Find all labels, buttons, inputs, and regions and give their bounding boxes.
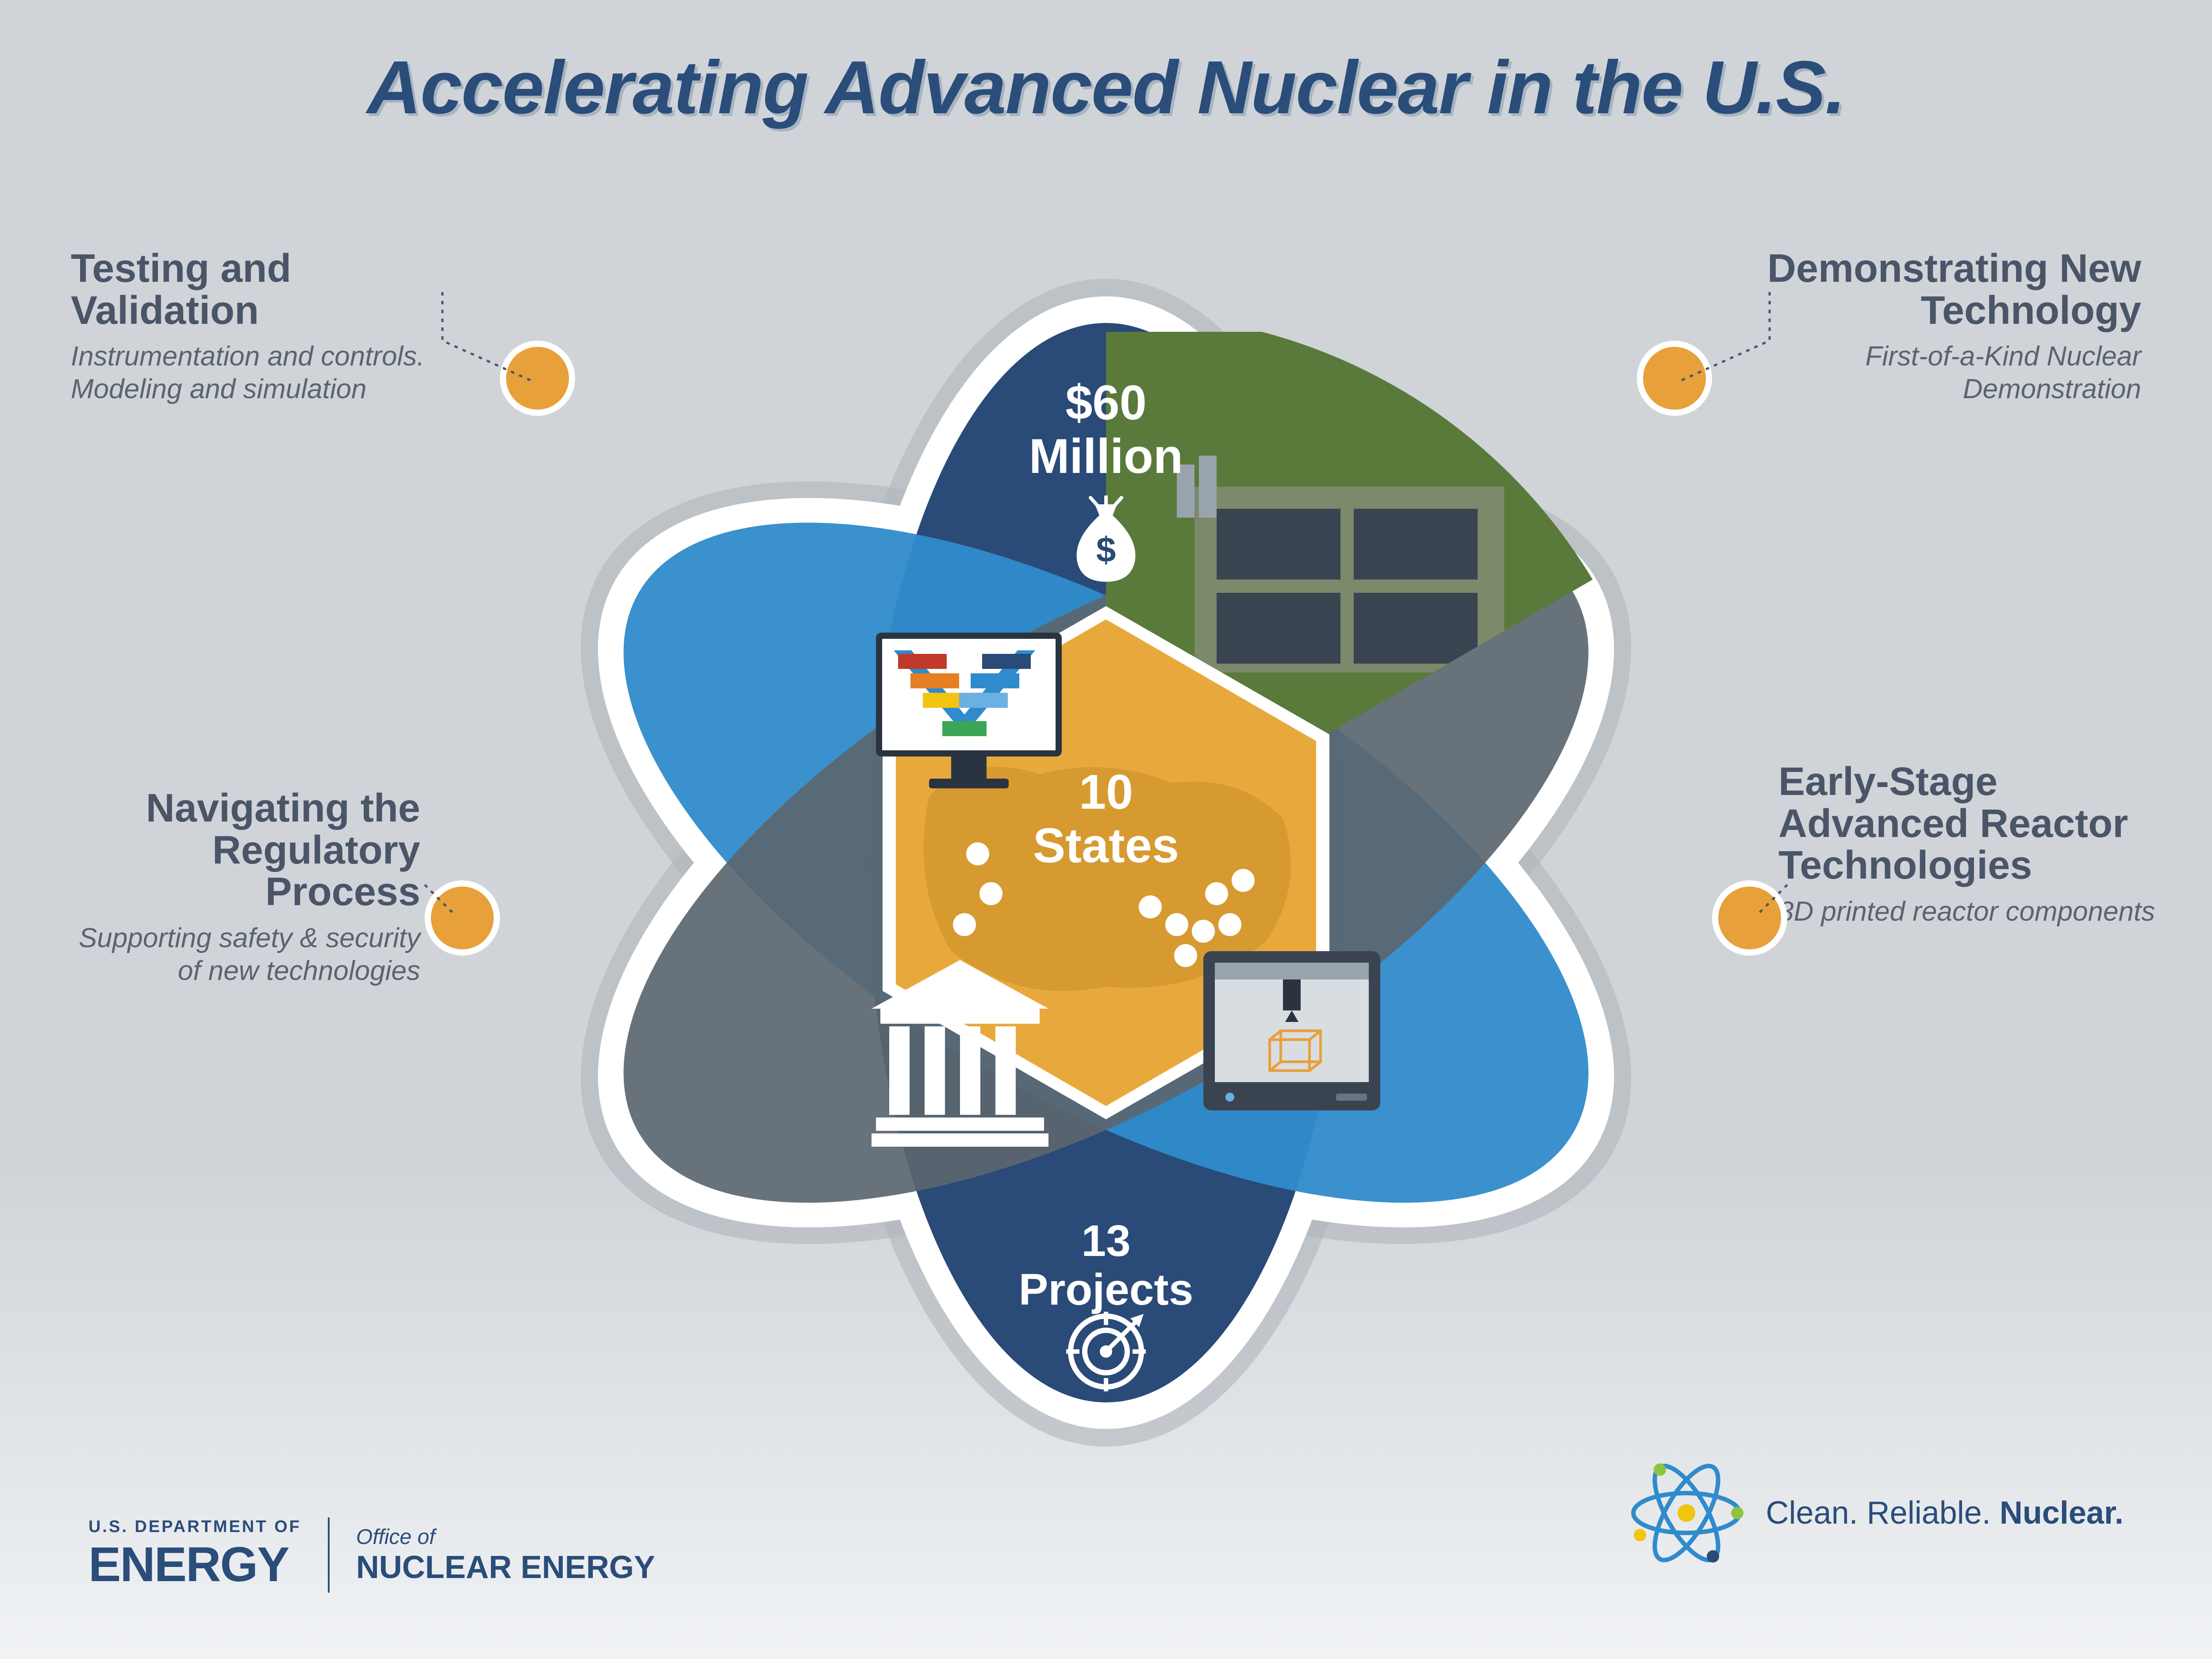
callout-heading: Demonstrating New Technology	[1743, 248, 2141, 331]
callout-early-stage: Early-Stage Advanced Reactor Technologie…	[1778, 761, 2159, 928]
callout-regulatory: Navigating the Regulatory Process Suppor…	[58, 787, 420, 987]
3d-printer-icon	[1203, 951, 1380, 1110]
svg-text:$: $	[1096, 530, 1116, 569]
callout-testing-validation: Testing and Validation Instrumentation a…	[71, 248, 469, 406]
callout-subtext: Supporting safety & security of new tech…	[58, 922, 420, 988]
page-title: Accelerating Advanced Nuclear in the U.S…	[0, 44, 2212, 131]
target-icon	[1064, 1310, 1148, 1396]
tagline-reliable: Reliable.	[1867, 1495, 2000, 1531]
atom-center-label: 10 States	[1033, 765, 1179, 872]
callout-subtext: Instrumentation and controls. Modeling a…	[71, 340, 469, 406]
callout-demonstrating-tech: Demonstrating New Technology First-of-a-…	[1743, 248, 2141, 406]
doe-line2: ENERGY	[88, 1536, 301, 1593]
callout-subtext: First-of-a-Kind Nuclear Demonstration	[1743, 340, 2141, 406]
tagline-clean: Clean.	[1766, 1495, 1867, 1531]
callout-heading: Early-Stage Advanced Reactor Technologie…	[1778, 761, 2159, 887]
footer-doe-logo: U.S. DEPARTMENT OF ENERGY Office of NUCL…	[88, 1517, 655, 1593]
callout-subtext: 3D printed reactor components	[1778, 895, 2159, 928]
electron-dot	[425, 880, 500, 956]
office-line2: NUCLEAR ENERGY	[356, 1549, 655, 1586]
callout-heading: Navigating the Regulatory Process	[58, 787, 420, 913]
office-line1: Office of	[356, 1525, 655, 1549]
money-bag-icon: $	[1068, 495, 1144, 586]
atom-top-label: $60 Million	[1029, 376, 1183, 483]
electron-dot	[500, 341, 575, 416]
atom-diagram: $60 Million $ 10 States 13 Projects	[487, 243, 1725, 1482]
atom-logo-icon	[1620, 1455, 1753, 1571]
callout-heading: Testing and Validation	[71, 248, 469, 331]
tagline-nuclear: Nuclear.	[2000, 1495, 2124, 1531]
atom-bottom-label: 13 Projects	[1019, 1217, 1194, 1314]
footer-tagline: Clean. Reliable. Nuclear.	[1620, 1455, 2124, 1571]
electron-dot	[1712, 880, 1787, 956]
doe-line1: U.S. DEPARTMENT OF	[88, 1517, 301, 1536]
electron-dot	[1637, 341, 1712, 416]
